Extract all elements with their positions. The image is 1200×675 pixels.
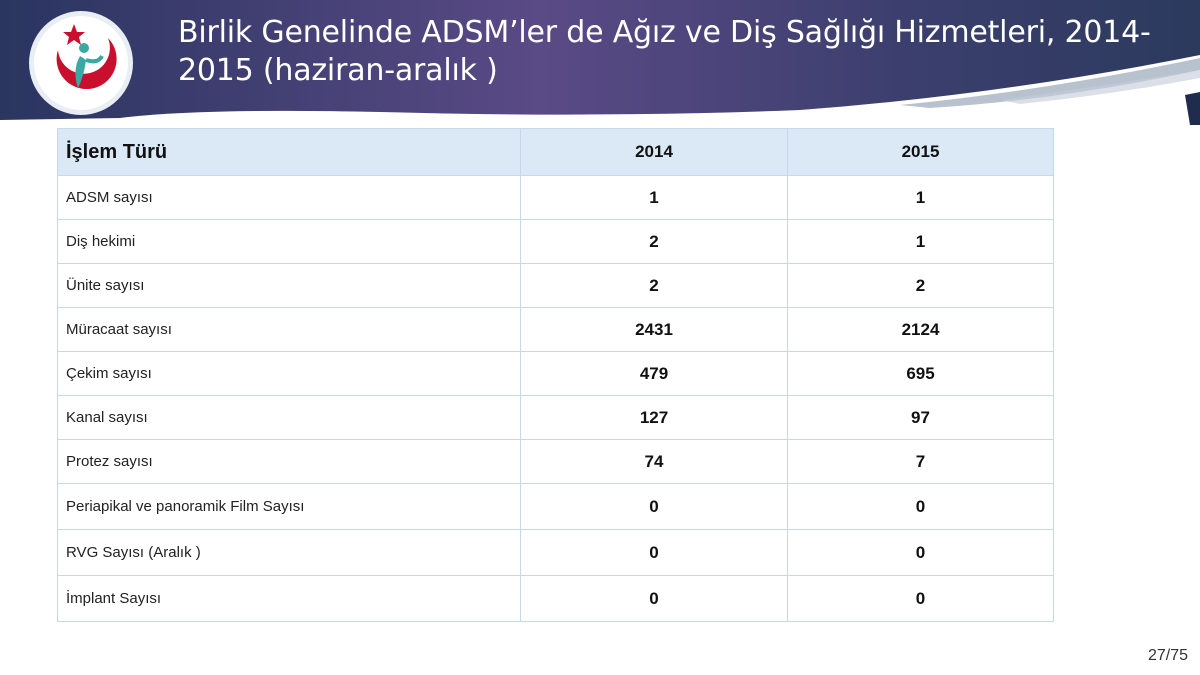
- slide-header: Birlik Genelinde ADSM’ler de Ağız ve Diş…: [0, 0, 1200, 125]
- slide-title-line-2: 2015 (haziran-aralık ): [178, 53, 498, 88]
- column-header-2015: 2015: [787, 128, 1054, 176]
- value-2015: 0: [787, 529, 1054, 576]
- row-label: Protez sayısı: [57, 439, 521, 484]
- value-2014: 127: [520, 395, 788, 440]
- row-label: Müracaat sayısı: [57, 307, 521, 352]
- slide-title-line-1: Birlik Genelinde ADSM’ler de Ağız ve Diş…: [178, 15, 1151, 50]
- value-2014: 2: [520, 219, 788, 264]
- row-label: Diş hekimi: [57, 219, 521, 264]
- row-label: ADSM sayısı: [57, 175, 521, 220]
- table-row: Protez sayısı 74 7: [57, 439, 1054, 484]
- row-label: Periapikal ve panoramik Film Sayısı: [57, 483, 521, 530]
- value-2014: 74: [520, 439, 788, 484]
- value-2014: 2: [520, 263, 788, 308]
- table-row: Çekim sayısı 479 695: [57, 351, 1054, 396]
- table-row: Diş hekimi 2 1: [57, 219, 1054, 264]
- value-2015: 97: [787, 395, 1054, 440]
- value-2014: 1: [520, 175, 788, 220]
- value-2015: 0: [787, 575, 1054, 622]
- row-label: RVG Sayısı (Aralık ): [57, 529, 521, 576]
- row-label: İmplant Sayısı: [57, 575, 521, 622]
- header-banner: [0, 0, 1200, 125]
- value-2015: 1: [787, 219, 1054, 264]
- table-row: İmplant Sayısı 0 0: [57, 575, 1054, 622]
- value-2015: 7: [787, 439, 1054, 484]
- value-2015: 2: [787, 263, 1054, 308]
- table-row: Müracaat sayısı 2431 2124: [57, 307, 1054, 352]
- value-2015: 2124: [787, 307, 1054, 352]
- value-2014: 479: [520, 351, 788, 396]
- column-header-2014: 2014: [520, 128, 788, 176]
- value-2015: 0: [787, 483, 1054, 530]
- table-row: ADSM sayısı 1 1: [57, 175, 1054, 220]
- row-label: Ünite sayısı: [57, 263, 521, 308]
- row-label: Çekim sayısı: [57, 351, 521, 396]
- table-row: Ünite sayısı 2 2: [57, 263, 1054, 308]
- page-number: 27/75: [1147, 647, 1188, 664]
- value-2014: 0: [520, 529, 788, 576]
- value-2015: 695: [787, 351, 1054, 396]
- value-2014: 0: [520, 575, 788, 622]
- services-table: İşlem Türü 2014 2015 ADSM sayısı 1 1 Diş…: [57, 128, 1054, 622]
- row-label: Kanal sayısı: [57, 395, 521, 440]
- table-row: Periapikal ve panoramik Film Sayısı 0 0: [57, 483, 1054, 530]
- value-2015: 1: [787, 175, 1054, 220]
- table-row: RVG Sayısı (Aralık ) 0 0: [57, 529, 1054, 576]
- slide-title: Birlik Genelinde ADSM’ler de Ağız ve Diş…: [178, 14, 1168, 90]
- ministry-logo: [28, 10, 134, 116]
- value-2014: 0: [520, 483, 788, 530]
- value-2014: 2431: [520, 307, 788, 352]
- column-header-islem-turu: İşlem Türü: [57, 128, 521, 176]
- table-row: Kanal sayısı 127 97: [57, 395, 1054, 440]
- table-header-row: İşlem Türü 2014 2015: [57, 128, 1054, 176]
